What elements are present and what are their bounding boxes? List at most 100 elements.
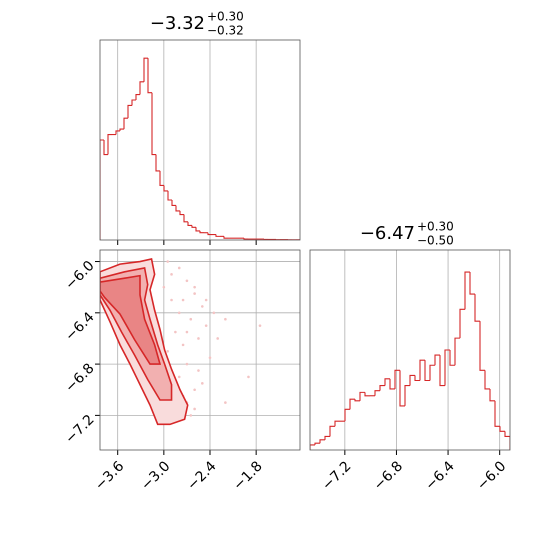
title-lower: −0.50 <box>417 234 454 248</box>
hist-step <box>354 399 360 402</box>
sample-point <box>162 285 166 289</box>
sample-point <box>197 337 200 340</box>
hist-step <box>334 420 340 427</box>
sample-point <box>247 375 250 379</box>
sample-point <box>258 324 262 327</box>
hist-step <box>103 140 108 156</box>
hist-step <box>171 200 176 207</box>
hist-step <box>107 133 112 155</box>
hist-step <box>434 354 440 366</box>
hist-step <box>439 355 445 387</box>
hist-step <box>444 349 450 386</box>
hist-step <box>319 439 325 444</box>
hist-step <box>191 225 196 228</box>
sample-point <box>193 285 196 289</box>
hist-step <box>504 431 510 450</box>
hist-step <box>419 359 425 381</box>
sample-point <box>224 317 227 321</box>
sample-point <box>193 292 196 295</box>
hist-step <box>484 370 490 390</box>
hist-step <box>175 205 180 212</box>
hist-step <box>115 130 120 135</box>
sample-point <box>204 298 208 302</box>
sample-point <box>177 311 181 315</box>
sample-point <box>181 343 185 347</box>
axes-frame <box>309 249 511 451</box>
title-upper: +0.30 <box>417 220 454 234</box>
sample-point <box>224 401 227 404</box>
hist-step <box>131 99 136 106</box>
hist-step <box>147 58 152 94</box>
hist-step <box>464 271 470 310</box>
hist-step <box>489 388 495 402</box>
sample-point <box>189 317 193 321</box>
hist-step <box>479 321 485 371</box>
hist-step <box>324 435 330 440</box>
hist-step <box>207 232 212 236</box>
hist-step <box>123 117 128 130</box>
hist-step <box>389 378 395 390</box>
hist-step <box>183 214 188 223</box>
hist-step <box>310 444 315 450</box>
hist-step <box>151 92 156 156</box>
hist-step <box>223 236 228 239</box>
hist-step <box>409 374 415 386</box>
sample-point <box>185 362 189 366</box>
hist-step <box>155 154 160 172</box>
hist-step <box>135 93 140 100</box>
hist-step <box>459 308 465 339</box>
sample-point <box>170 298 173 302</box>
hist-step <box>379 385 385 391</box>
sample-point <box>189 414 193 417</box>
axes-frame <box>99 249 301 451</box>
hist-step <box>424 360 430 382</box>
sample-point <box>181 298 185 302</box>
sample-point <box>185 330 189 334</box>
hist-step <box>399 370 405 407</box>
hist-step <box>314 442 320 445</box>
axes-frame <box>99 39 301 241</box>
sample-point <box>177 266 181 270</box>
sample-point <box>201 305 204 308</box>
hist-step <box>364 392 370 397</box>
hist-step <box>179 210 184 216</box>
hist-step <box>100 139 104 240</box>
sample-point <box>197 369 200 372</box>
sample-point <box>177 375 181 379</box>
hist-step <box>243 238 248 240</box>
hist-step <box>404 385 410 406</box>
plot-area <box>100 250 300 450</box>
title-lower: −0.32 <box>207 24 244 38</box>
hist-step <box>119 128 124 131</box>
hist-step <box>474 294 480 322</box>
sample-point <box>166 349 169 353</box>
title-upper: +0.30 <box>207 10 244 24</box>
plot-area <box>310 250 510 450</box>
hist-step <box>139 81 144 95</box>
hist-step <box>143 57 148 82</box>
sample-point <box>170 273 173 276</box>
hist-step <box>187 221 192 227</box>
plot-area <box>100 40 300 240</box>
hist-step <box>469 272 475 295</box>
sample-point <box>174 330 177 334</box>
hist-step <box>329 425 335 437</box>
sample-point <box>193 407 196 411</box>
sample-point <box>216 337 219 340</box>
sample-point <box>193 388 196 392</box>
hist-step <box>454 337 460 366</box>
hist-step <box>374 390 380 396</box>
hist-step <box>414 375 420 382</box>
hist-step <box>159 170 164 187</box>
hist-step <box>384 378 390 386</box>
hist-step <box>167 190 172 201</box>
sample-point <box>185 279 189 283</box>
hist-step <box>494 400 500 427</box>
hist-step <box>449 350 455 366</box>
sample-point <box>204 324 208 327</box>
hist-step <box>349 398 355 410</box>
sample-point <box>212 311 216 315</box>
hist-step <box>127 104 132 119</box>
